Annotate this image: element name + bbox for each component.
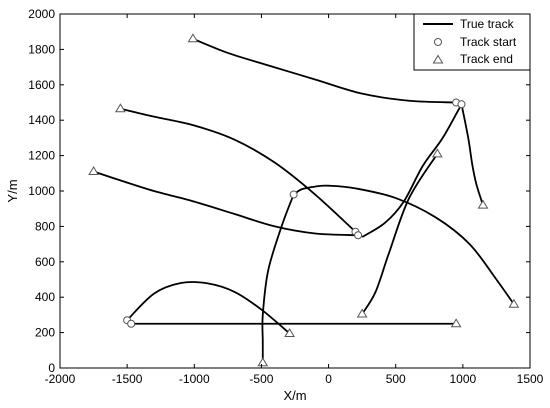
x-tick-label: 1500 bbox=[517, 372, 544, 386]
true-track-line-7 bbox=[261, 194, 295, 363]
true-track-line-8 bbox=[293, 184, 515, 305]
y-tick-label: 1800 bbox=[28, 42, 55, 56]
legend-circle-swatch bbox=[434, 38, 442, 46]
legend-label-track-end: Track end bbox=[460, 52, 513, 66]
legend-label-track-start: Track start bbox=[460, 35, 517, 49]
markers-layer bbox=[88, 33, 520, 367]
x-ticks: -2000 -1500 -1000 -500 0 500 1000 1500 bbox=[45, 14, 544, 386]
y-tick-label: 200 bbox=[35, 326, 55, 340]
x-tick-label: -2000 bbox=[45, 372, 76, 386]
track-end-marker-2 bbox=[115, 103, 126, 113]
y-tick-label: 1200 bbox=[28, 149, 55, 163]
x-tick-label: 0 bbox=[325, 372, 332, 386]
track-end-marker-9 bbox=[284, 328, 296, 337]
x-tick-label: 1000 bbox=[450, 372, 477, 386]
y-tick-label: 1600 bbox=[28, 78, 55, 92]
y-tick-label: 800 bbox=[35, 219, 55, 233]
x-tick-label: -1000 bbox=[179, 372, 210, 386]
y-tick-label: 1000 bbox=[28, 184, 55, 198]
track-start-marker-4 bbox=[354, 231, 363, 240]
track-start-marker-2 bbox=[457, 100, 466, 109]
track-end-marker-10 bbox=[450, 318, 462, 328]
true-track-line-4 bbox=[460, 104, 484, 206]
tracks-layer bbox=[93, 37, 515, 363]
y-axis-label: Y/m bbox=[5, 179, 20, 202]
track-end-marker-6 bbox=[356, 308, 368, 318]
y-tick-label: 600 bbox=[35, 255, 55, 269]
y-tick-label: 1400 bbox=[28, 113, 55, 127]
y-tick-label: 0 bbox=[48, 361, 55, 375]
legend-label-true-track: True track bbox=[460, 17, 515, 31]
track-start-marker-7 bbox=[127, 319, 136, 328]
legend: True track Track start Track end bbox=[413, 13, 531, 71]
x-axis-label: X/m bbox=[283, 388, 306, 403]
track-end-marker-5 bbox=[431, 148, 443, 158]
x-tick-label: 500 bbox=[386, 372, 406, 386]
track-end-marker-1 bbox=[187, 33, 199, 43]
true-track-line-2 bbox=[120, 107, 357, 233]
track-start-marker-5 bbox=[289, 190, 298, 199]
true-track-line-3 bbox=[93, 170, 359, 237]
y-tick-label: 2000 bbox=[28, 7, 55, 21]
legend-triangle-swatch bbox=[432, 54, 444, 64]
true-track-line-6 bbox=[361, 153, 439, 315]
y-ticks: 0 200 400 600 800 1000 1200 1400 1600 1800 2000 bbox=[28, 7, 530, 375]
track-end-marker-7 bbox=[257, 357, 269, 367]
true-track-line-5 bbox=[361, 103, 463, 238]
true-track-line-1 bbox=[192, 37, 457, 104]
track-end-marker-4 bbox=[477, 199, 489, 209]
track-end-marker-3 bbox=[88, 166, 99, 176]
x-tick-label: -1500 bbox=[112, 372, 143, 386]
y-tick-label: 400 bbox=[35, 290, 55, 304]
track-end-marker-8 bbox=[508, 298, 520, 308]
true-track-line-9 bbox=[126, 281, 291, 335]
x-tick-label: -500 bbox=[249, 372, 273, 386]
